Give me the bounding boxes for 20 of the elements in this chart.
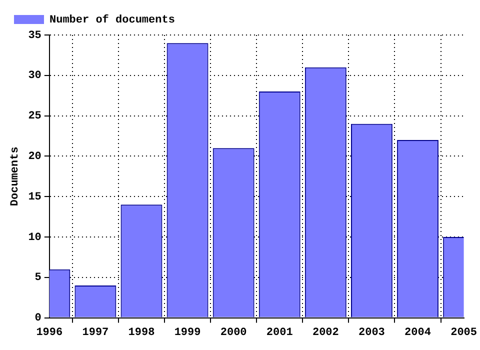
y-tick-label: 25 (28, 110, 42, 123)
x-tick-label: 2000 (220, 327, 247, 340)
x-tick-label: 2005 (450, 327, 478, 340)
x-tick-label: 1996 (36, 327, 63, 340)
x-tick-label: 1999 (174, 327, 201, 340)
x-tick-label: 1997 (82, 327, 109, 340)
x-tick-label: 2004 (404, 327, 432, 340)
y-tick-label: 15 (28, 191, 42, 204)
y-tick-label: 10 (28, 232, 42, 244)
x-tick-label: 2002 (312, 327, 339, 340)
y-tick-label: 35 (28, 30, 42, 42)
y-axis-title: Documents (9, 146, 22, 206)
y-tick-label: 20 (28, 150, 42, 163)
x-tick-label: 2001 (266, 327, 294, 340)
y-tick-label: 5 (34, 272, 42, 284)
x-tick-label: 1998 (128, 327, 156, 340)
y-tick-label: 30 (28, 70, 42, 82)
legend-label: Number of documents (50, 13, 175, 26)
x-tick-label: 2003 (358, 327, 386, 340)
y-tick-label: 0 (34, 312, 42, 325)
